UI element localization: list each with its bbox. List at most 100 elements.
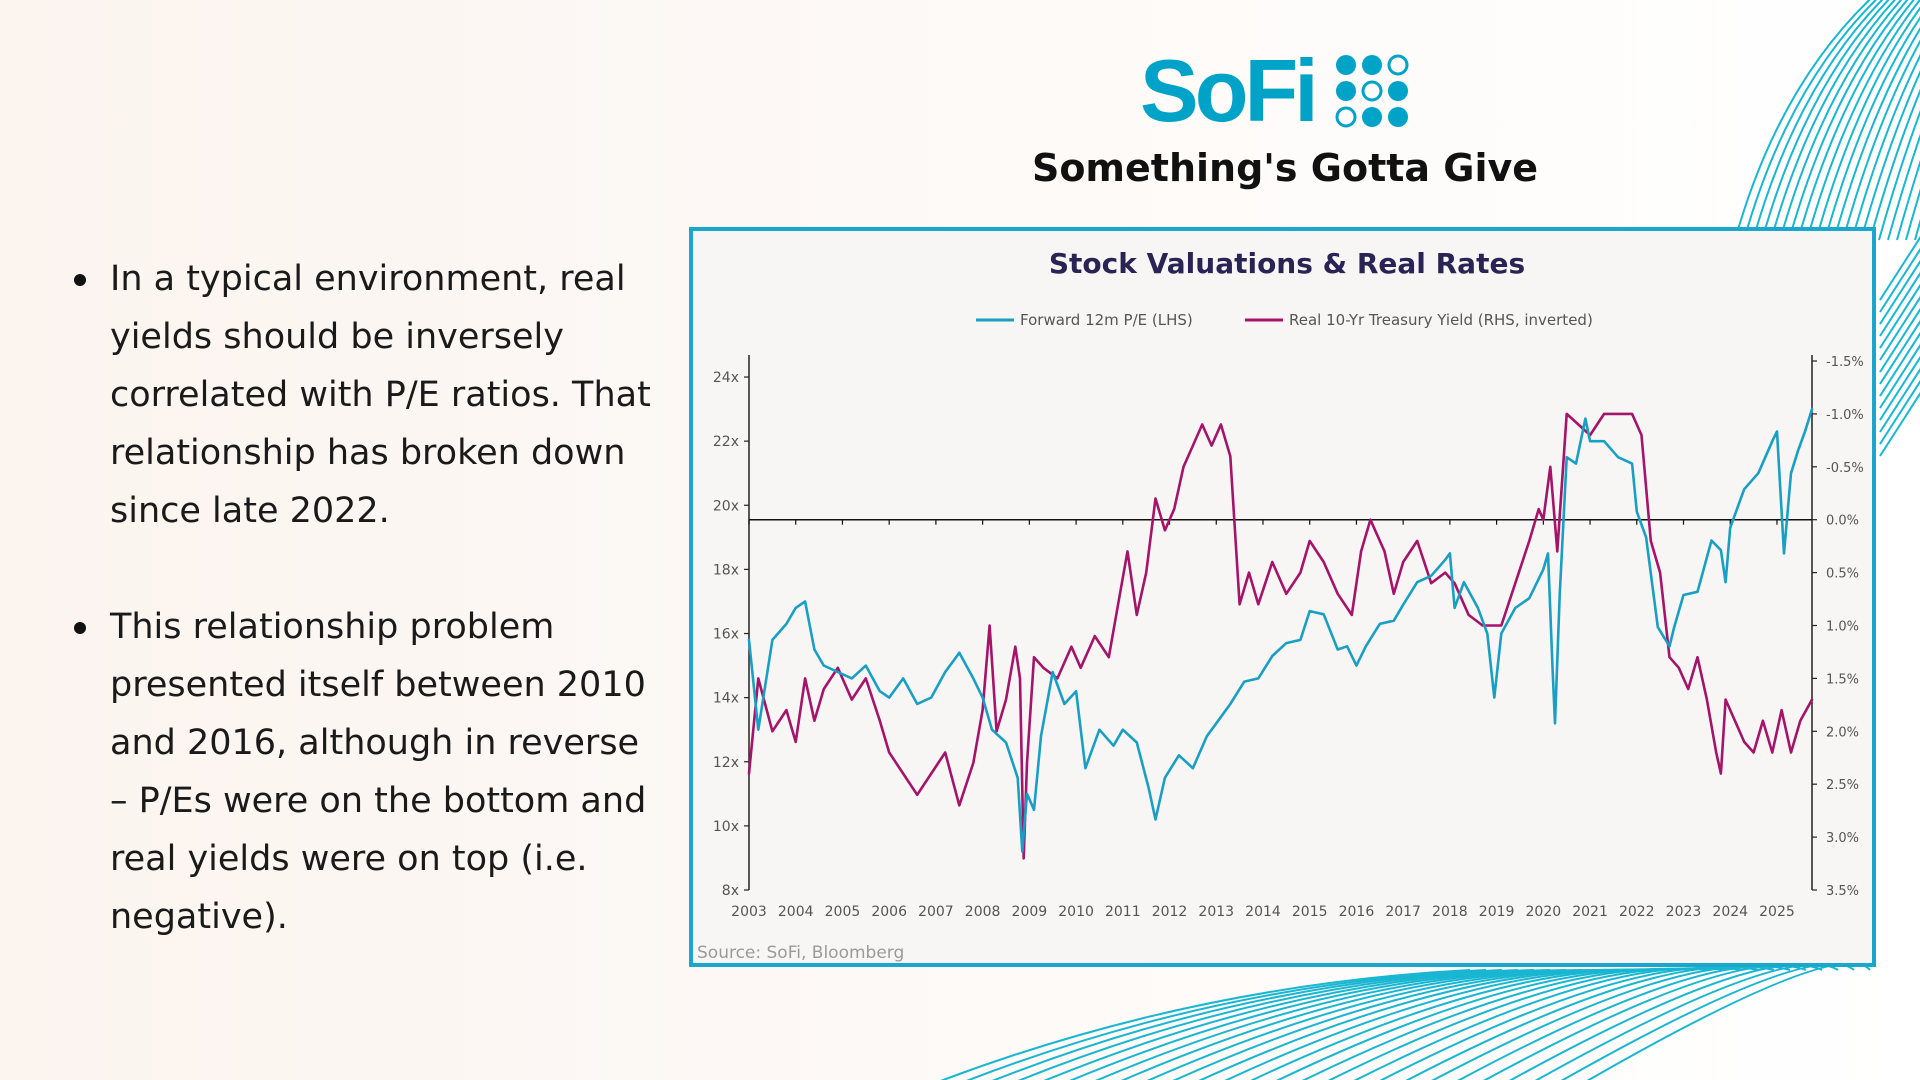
x-axis-tick-label: 2009 [1012,904,1048,920]
x-axis-tick-label: 2007 [918,904,954,920]
decorative-line [966,969,1487,1080]
right-axis-tick-label: 0.5% [1826,567,1859,582]
chart-legend: Forward 12m P/E (LHS) Real 10-Yr Treasur… [976,311,1593,329]
decorative-line [1851,53,1920,241]
decorative-line [1879,343,1920,409]
right-axis-tick-label: 1.0% [1826,620,1859,635]
slide-title: Something's Gotta Give [1031,146,1539,190]
legend-label-yield: Real 10-Yr Treasury Yield (RHS, inverted… [1289,311,1593,329]
left-axis-tick-label: 20x [713,498,739,514]
left-axis-tick-label: 12x [713,755,739,771]
bullet-list: In a typical environment, real yields sh… [62,250,662,1004]
left-axis-tick-label: 8x [722,883,739,899]
decorative-line [1879,319,1920,385]
left-axis-tick-label: 22x [713,434,739,450]
decorative-line [1879,271,1920,337]
decorative-line [1833,27,1920,241]
decorative-line [1069,969,1551,1080]
x-axis-tick-label: 2005 [825,904,861,920]
right-axis-tick-label: 1.5% [1826,672,1859,687]
x-axis-tick-label: 2003 [731,904,767,920]
decorative-line [1879,247,1920,313]
x-axis-tick-label: 2014 [1245,904,1281,920]
x-axis-tick-label: 2022 [1619,904,1655,920]
decorative-line [1734,0,1871,241]
logo-dots-icon [1335,54,1409,128]
x-axis-tick-label: 2012 [1152,904,1188,920]
x-axis-tick-label: 2004 [778,904,814,920]
right-axis-tick-label: 2.5% [1826,778,1859,793]
decorative-line [1146,968,1599,1080]
x-axis-tick-label: 2010 [1058,904,1094,920]
right-axis-tick-label: -1.5% [1826,355,1864,370]
right-axis-tick-label: 2.0% [1826,725,1859,740]
decorative-line [1842,39,1920,241]
decorative-line [1879,283,1920,349]
decorative-line [1752,0,1884,241]
decorative-line [1095,969,1567,1080]
x-axis-tick-label: 2019 [1479,904,1515,920]
decorative-line [1879,379,1920,445]
right-axis-tick-label: 3.5% [1826,884,1859,899]
x-axis-tick-label: 2023 [1666,904,1702,920]
decorative-line [1824,16,1920,241]
left-axis-tick-label: 24x [713,370,739,386]
decorative-line [1879,391,1920,457]
decorative-line [1797,0,1915,241]
chart: Stock Valuations & Real Rates Forward 12… [713,247,1864,920]
x-axis-tick-label: 2024 [1712,904,1748,920]
decorative-line [1879,367,1920,433]
decorative-line [1879,331,1920,397]
decorative-line [1815,6,1920,241]
right-axis-tick-label: 0.0% [1826,514,1859,529]
decorative-line [940,969,1471,1080]
decorative-line [1879,235,1920,301]
decorative-line [1043,969,1535,1080]
x-axis-tick-label: 2015 [1292,904,1328,920]
decorative-line [1879,355,1920,421]
x-axis-tick-label: 2006 [871,904,907,920]
bullet-item: In a typical environment, real yields sh… [62,250,662,540]
pe-series-line [747,407,1814,853]
x-axis-tick-label: 2021 [1572,904,1608,920]
x-axis-tick-label: 2011 [1105,904,1141,920]
decorative-line [1788,0,1909,241]
decorative-line [991,969,1503,1080]
right-axis-tick-label: -1.0% [1826,408,1864,423]
x-axis-tick-label: 2018 [1432,904,1468,920]
decorative-line [1879,295,1920,361]
right-axis-tick-label: 3.0% [1826,831,1859,846]
decorative-line [1121,969,1583,1080]
decorative-line [1896,159,1920,241]
legend-label-pe: Forward 12m P/E (LHS) [1020,311,1193,329]
decorative-line [1879,259,1920,325]
decorative-line [1770,0,1896,241]
decorative-line [1017,969,1519,1080]
sofi-logo: SoFi [1140,46,1411,136]
real-yield-series-line [747,412,1814,860]
x-axis-tick-label: 2016 [1339,904,1375,920]
decorative-line [1806,0,1920,241]
x-axis-tick-label: 2013 [1198,904,1234,920]
decorative-line [1779,0,1903,241]
left-axis-tick-label: 10x [713,819,739,835]
x-axis-tick-label: 2020 [1526,904,1562,920]
x-axis-tick-label: 2025 [1759,904,1795,920]
decorative-line [1905,188,1920,241]
logo-wordmark: SoFi [1140,41,1319,140]
left-axis-tick-label: 16x [713,627,739,643]
left-axis-tick-label: 14x [713,691,739,707]
decorative-line [1860,70,1920,241]
chart-title: Stock Valuations & Real Rates [1049,247,1525,280]
right-axis-tick-label: -0.5% [1826,461,1864,476]
x-axis-tick-label: 2017 [1385,904,1421,920]
decorative-line [1743,0,1878,241]
decorative-line [1879,307,1920,373]
x-axis-tick-label: 2008 [965,904,1001,920]
chart-frame: Stock Valuations & Real Rates Forward 12… [689,227,1876,967]
decorative-line [1887,133,1920,241]
plot-area: 8x 10x 12x 14x 16x 18x 20x 22x 24x -1.5% -1.0% -0.5… [713,355,1864,920]
chart-source: Source: SoFi, Bloomberg [697,943,905,963]
bullet-item: This relationship problem presented itse… [62,598,662,946]
